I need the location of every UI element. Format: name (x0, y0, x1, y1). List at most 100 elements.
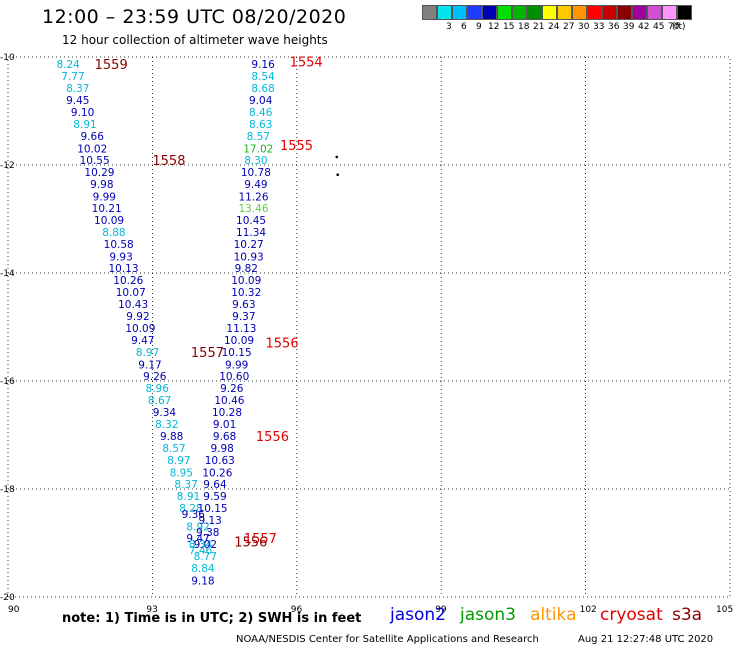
wave-height-value: 11.13 (226, 323, 256, 335)
pass-time-label: 1556 (266, 337, 299, 352)
wave-height-value: 8.77 (194, 551, 217, 563)
wave-height-value: 8.32 (155, 419, 178, 431)
map-title: 12:00 – 23:59 UTC 08/20/2020 (42, 6, 347, 28)
wave-height-value: 8.88 (102, 227, 125, 239)
wave-height-value: 9.59 (203, 491, 226, 503)
wave-height-value: 17.02 (243, 143, 273, 155)
lat-tick-label: -16 (0, 377, 15, 387)
credit-text: NOAA/NESDIS Center for Satellite Applica… (236, 634, 539, 645)
legend-swatch (542, 5, 557, 20)
wave-height-value: 8.91 (177, 491, 200, 503)
legend-swatch (677, 5, 692, 20)
wave-height-value: 9.99 (225, 359, 248, 371)
map-subtitle: 12 hour collection of altimeter wave hei… (62, 33, 328, 47)
legend-value: 15 (503, 22, 515, 32)
generated-timestamp: Aug 21 12:27:48 UTC 2020 (578, 634, 714, 645)
wave-height-value: 10.29 (84, 167, 114, 179)
wave-height-value: 9.99 (93, 191, 116, 203)
legend-value: 42 (638, 22, 650, 32)
wave-height-value: 8.57 (247, 131, 270, 143)
satellite-s3a: s3a (672, 605, 703, 625)
wave-height-value: 9.64 (203, 479, 227, 491)
wave-height-value: 9.01 (213, 419, 236, 431)
island-marker (335, 155, 339, 159)
satellite-altika: altika (530, 605, 577, 625)
lon-tick-label: 99 (435, 605, 447, 615)
wave-height-value: 10.55 (80, 155, 110, 167)
legend-swatch (647, 5, 662, 20)
wave-height-value: 10.60 (219, 371, 249, 383)
legend-swatch (617, 5, 632, 20)
wave-height-value: 8.34 (189, 539, 213, 551)
wave-height-value: 10.15 (222, 347, 252, 359)
wave-height-value: 7.46 (189, 545, 213, 557)
wave-height-value: 9.34 (153, 407, 177, 419)
wave-height-value: 10.02 (77, 143, 107, 155)
lon-tick-label: 93 (146, 605, 157, 615)
legend-value: 30 (578, 22, 590, 32)
wave-height-value: 9.92 (126, 311, 149, 323)
lat-tick-label: -10 (0, 53, 15, 63)
wave-height-value: 9.36 (182, 509, 206, 521)
wave-height-value: 10.93 (234, 251, 264, 263)
wave-height-value: 10.13 (108, 263, 138, 275)
wave-height-value: 10.78 (241, 167, 271, 179)
lon-tick-label: 90 (8, 605, 20, 615)
pass-time-label: 1557 (244, 532, 277, 547)
pass-time-label: 1556 (256, 430, 289, 445)
wave-height-value: 10.09 (231, 275, 261, 287)
wave-height-value: 11.34 (236, 227, 266, 239)
wave-height-value: 8.37 (66, 83, 89, 95)
legend-value: 27 (563, 22, 575, 32)
wave-height-value: 9.47 (131, 335, 154, 347)
wave-height-value: 9.16 (251, 59, 275, 71)
pass-time-label: 1557 (191, 346, 224, 361)
legend-swatch (572, 5, 587, 20)
legend-swatch (602, 5, 617, 20)
wave-height-value: 9.66 (81, 131, 105, 143)
legend-swatch (527, 5, 542, 20)
lat-tick-label: -18 (0, 485, 15, 495)
wave-height-value: 8.97 (167, 455, 190, 467)
legend-swatch (557, 5, 572, 20)
wave-height-value: 10.21 (92, 203, 122, 215)
legend-swatch (422, 5, 437, 20)
legend-value: 39 (623, 22, 635, 32)
legend-value: 9 (476, 22, 482, 32)
wave-height-value: 8.95 (170, 467, 193, 479)
satellite-cryosat: cryosat (600, 605, 663, 625)
wave-height-value: 10.43 (118, 299, 148, 311)
wave-height-value: 10.45 (236, 215, 266, 227)
wave-height-value: 10.09 (224, 335, 254, 347)
lon-tick-label: 102 (580, 605, 597, 615)
wave-height-value: 8.37 (174, 479, 197, 491)
lon-tick-label: 105 (716, 605, 733, 615)
wave-height-value: 10.28 (212, 407, 242, 419)
legend-swatch (587, 5, 602, 20)
legend-value: 21 (533, 22, 545, 32)
wave-height-value: 9.26 (143, 371, 167, 383)
legend-swatch (467, 5, 482, 20)
pass-time-label: 1554 (290, 55, 323, 70)
wave-height-value: 13.46 (238, 203, 268, 215)
wave-height-value: 9.88 (160, 431, 183, 443)
pass-time-label: 1559 (95, 58, 128, 73)
pass-time-label: 1558 (152, 154, 185, 169)
wave-height-value: 10.09 (125, 323, 155, 335)
wave-height-value: 9.37 (232, 311, 255, 323)
wave-height-value: 8.68 (251, 83, 274, 95)
wave-height-value: 9.49 (244, 179, 267, 191)
legend-value: 6 (461, 22, 467, 32)
island-marker (336, 173, 340, 177)
legend-value: 70 (668, 22, 680, 32)
wave-height-value: 9.82 (235, 263, 258, 275)
wave-height-value: 9.63 (232, 299, 255, 311)
legend-swatch (482, 5, 497, 20)
legend-value: 12 (488, 22, 500, 32)
wave-height-value: 8.84 (191, 563, 215, 575)
lat-tick-label: -12 (0, 161, 15, 171)
satellite-jason2: jason2 (390, 605, 446, 625)
footnote: note: 1) Time is in UTC; 2) SWH is in fe… (62, 611, 362, 626)
wave-height-value: 8.28 (179, 503, 202, 515)
